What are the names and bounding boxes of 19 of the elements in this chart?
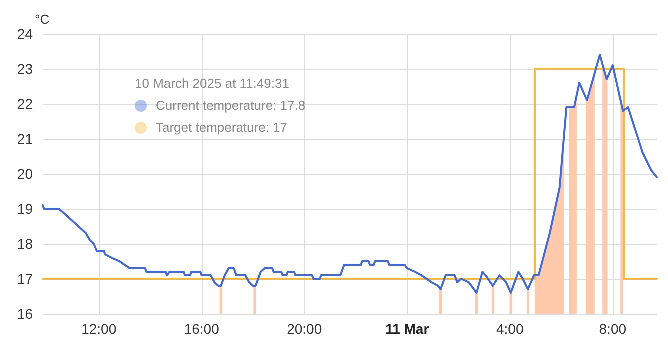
annotation: Target temperature: 17 [156, 119, 288, 137]
x-tick-label: 16:00 [184, 321, 220, 337]
x-tick-label: 11 Mar [386, 321, 430, 337]
y-tick-label: 22 [17, 96, 34, 112]
y-tick-label: 21 [17, 131, 34, 147]
y-tick-label: 16 [17, 306, 34, 322]
annotation: 10 March 2025 at 11:49:31 [135, 75, 290, 93]
x-tick-label: 4:00 [496, 321, 524, 337]
y-tick-label: 24 [17, 26, 34, 42]
y-tick-label: 18 [17, 236, 34, 252]
y-tick-label: 17 [17, 271, 34, 287]
y-axis-title: °C [35, 12, 50, 27]
annotation: Current temperature: 17.8 [156, 97, 306, 115]
y-tick-label: 23 [17, 61, 34, 77]
x-tick-label: 20:00 [287, 321, 322, 337]
x-tick-label: 8:00 [599, 321, 627, 337]
x-tick-label: 12:00 [82, 321, 117, 337]
y-tick-label: 19 [17, 201, 34, 217]
y-tick-label: 20 [17, 166, 34, 182]
